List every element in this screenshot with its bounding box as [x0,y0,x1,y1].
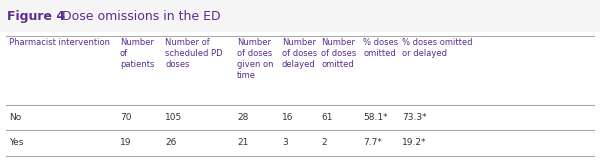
Text: Number
of doses
omitted: Number of doses omitted [321,38,356,69]
Text: 61: 61 [321,113,332,122]
Text: Number
of
patients: Number of patients [120,38,154,69]
Text: Number
of doses
delayed: Number of doses delayed [282,38,317,69]
Text: Pharmacist intervention: Pharmacist intervention [9,38,110,47]
Text: 3: 3 [282,139,288,147]
Text: 26: 26 [165,139,176,147]
Text: 16: 16 [282,113,293,122]
Text: % doses omitted
or delayed: % doses omitted or delayed [402,38,473,58]
Text: No: No [9,113,21,122]
Text: 19.2*: 19.2* [402,139,427,147]
Text: Dose omissions in the ED: Dose omissions in the ED [58,10,221,23]
Text: 21: 21 [237,139,248,147]
Text: 28: 28 [237,113,248,122]
Text: 73.3*: 73.3* [402,113,427,122]
Text: 105: 105 [165,113,182,122]
Text: Figure 4: Figure 4 [7,10,65,23]
Text: Yes: Yes [9,139,23,147]
Text: 7.7*: 7.7* [363,139,382,147]
Text: Number of
scheduled PD
doses: Number of scheduled PD doses [165,38,223,69]
Text: 58.1*: 58.1* [363,113,388,122]
Text: 19: 19 [120,139,131,147]
Text: Number
of doses
given on
time: Number of doses given on time [237,38,274,80]
Text: 2: 2 [321,139,326,147]
Text: 70: 70 [120,113,131,122]
Text: % doses
omitted: % doses omitted [363,38,398,58]
